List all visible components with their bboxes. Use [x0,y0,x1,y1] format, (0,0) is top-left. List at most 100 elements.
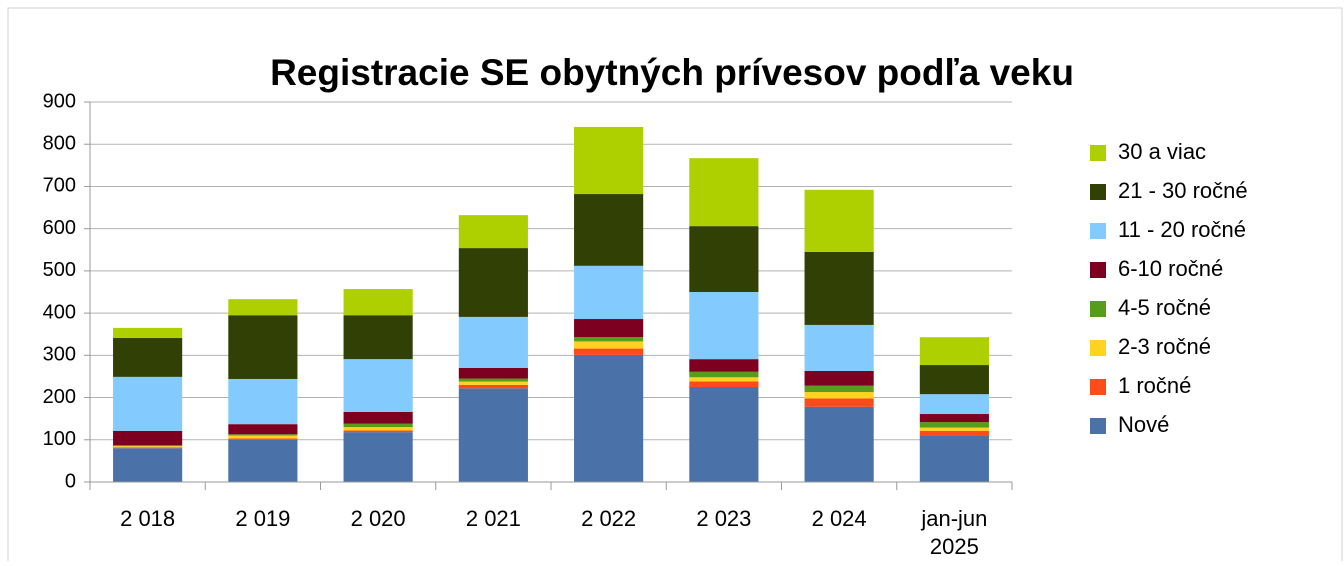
bar-segment [919,394,989,415]
legend-label: 2-3 ročné [1118,334,1211,359]
bar-segment [458,368,528,379]
bar-segment [574,341,644,349]
legend-swatch [1090,184,1106,200]
legend-swatch [1090,145,1106,161]
bar-segment [919,422,989,428]
bar-segment [113,447,183,449]
y-tick-label: 600 [43,217,76,239]
bar-segment [458,248,528,317]
legend-label: 1 ročné [1118,373,1191,398]
bar-segment [689,371,759,378]
bar-segment [113,448,183,482]
bar-segment [458,215,528,249]
bar-segment [689,292,759,360]
bar-segment [804,398,874,407]
bar-segment [228,438,298,440]
bar-segment [458,384,528,389]
bar-segment [574,194,644,266]
bar-segment [343,423,413,428]
bar-segment [804,370,874,386]
chart-title: Registracie SE obytných prívesov podľa v… [270,52,1074,93]
bar-segment [574,354,644,482]
bar-segment [574,337,644,342]
legend-label: 11 - 20 ročné [1118,217,1246,242]
legend-label: 21 - 30 ročné [1118,178,1248,203]
bar-segment [113,430,183,446]
bar-segment [689,359,759,372]
bar-segment [919,414,989,423]
y-tick-label: 400 [43,301,76,323]
legend-swatch [1090,301,1106,317]
bar-segment [804,251,874,325]
bar-segment [458,378,528,382]
x-tick-label: 2 022 [581,506,636,531]
y-tick-label: 500 [43,259,76,281]
bar-segment [113,445,183,447]
bar-segment [574,348,644,355]
bar-segment [228,435,298,439]
x-tick-label: 2 019 [235,506,290,531]
y-tick-label: 900 [43,90,76,112]
y-tick-label: 700 [43,175,76,197]
bar-segment [343,359,413,412]
legend-label: 6-10 ročné [1118,256,1223,281]
x-tick-label: jan-jun 2025 [920,506,987,559]
legend-label: Nové [1118,412,1169,437]
bar-segment [919,337,989,366]
y-tick-label: 800 [43,133,76,155]
bar-segment [919,435,989,482]
bar-segment [343,289,413,316]
y-tick-label: 100 [43,428,76,450]
bar-segment [113,327,183,339]
bar-segment [804,392,874,399]
bar-segment [228,299,298,316]
x-tick-label: 2 024 [812,506,867,531]
y-tick-label: 200 [43,386,76,408]
x-tick-label: 2 020 [351,506,406,531]
bar-segment [574,265,644,320]
bar-segment [919,430,989,436]
legend-swatch [1090,340,1106,356]
bar-segment [113,376,183,431]
bar-segment [689,381,759,387]
bar-segment [458,316,528,368]
bar-segment [919,427,989,431]
bar-segment [689,158,759,227]
bar-segment [343,315,413,360]
bar-segment [689,226,759,292]
y-tick-label: 0 [65,470,76,492]
bar-segment [804,406,874,482]
bar-segment [689,387,759,482]
x-tick-label: 2 018 [120,506,175,531]
bar-segment [113,446,183,448]
bar-segment [343,411,413,424]
x-tick-label: 2 023 [696,506,751,531]
x-tick-label: 2 021 [466,506,521,531]
bar-segment [804,189,874,252]
bar-segment [458,388,528,482]
legend-label: 30 a viac [1118,139,1206,164]
legend-swatch [1090,418,1106,434]
bar-segment [228,315,298,379]
legend-swatch [1090,223,1106,239]
bar-segment [804,324,874,371]
legend-label: 4-5 ročné [1118,295,1211,320]
y-tick-label: 300 [43,344,76,366]
legend-swatch [1090,379,1106,395]
bar-segment [343,427,413,431]
bar-segment [458,381,528,385]
bar-segment [228,434,298,436]
bar-segment [689,377,759,382]
bar-segment [228,378,298,425]
bar-segment [343,432,413,482]
bar-segment [574,319,644,338]
legend-swatch [1090,262,1106,278]
bar-segment [919,365,989,395]
bar-segment [343,430,413,433]
bar-segment [113,338,183,377]
bar-segment [804,385,874,393]
bar-segment [574,126,644,195]
bar-segment [228,424,298,435]
bar-segment [228,439,298,482]
